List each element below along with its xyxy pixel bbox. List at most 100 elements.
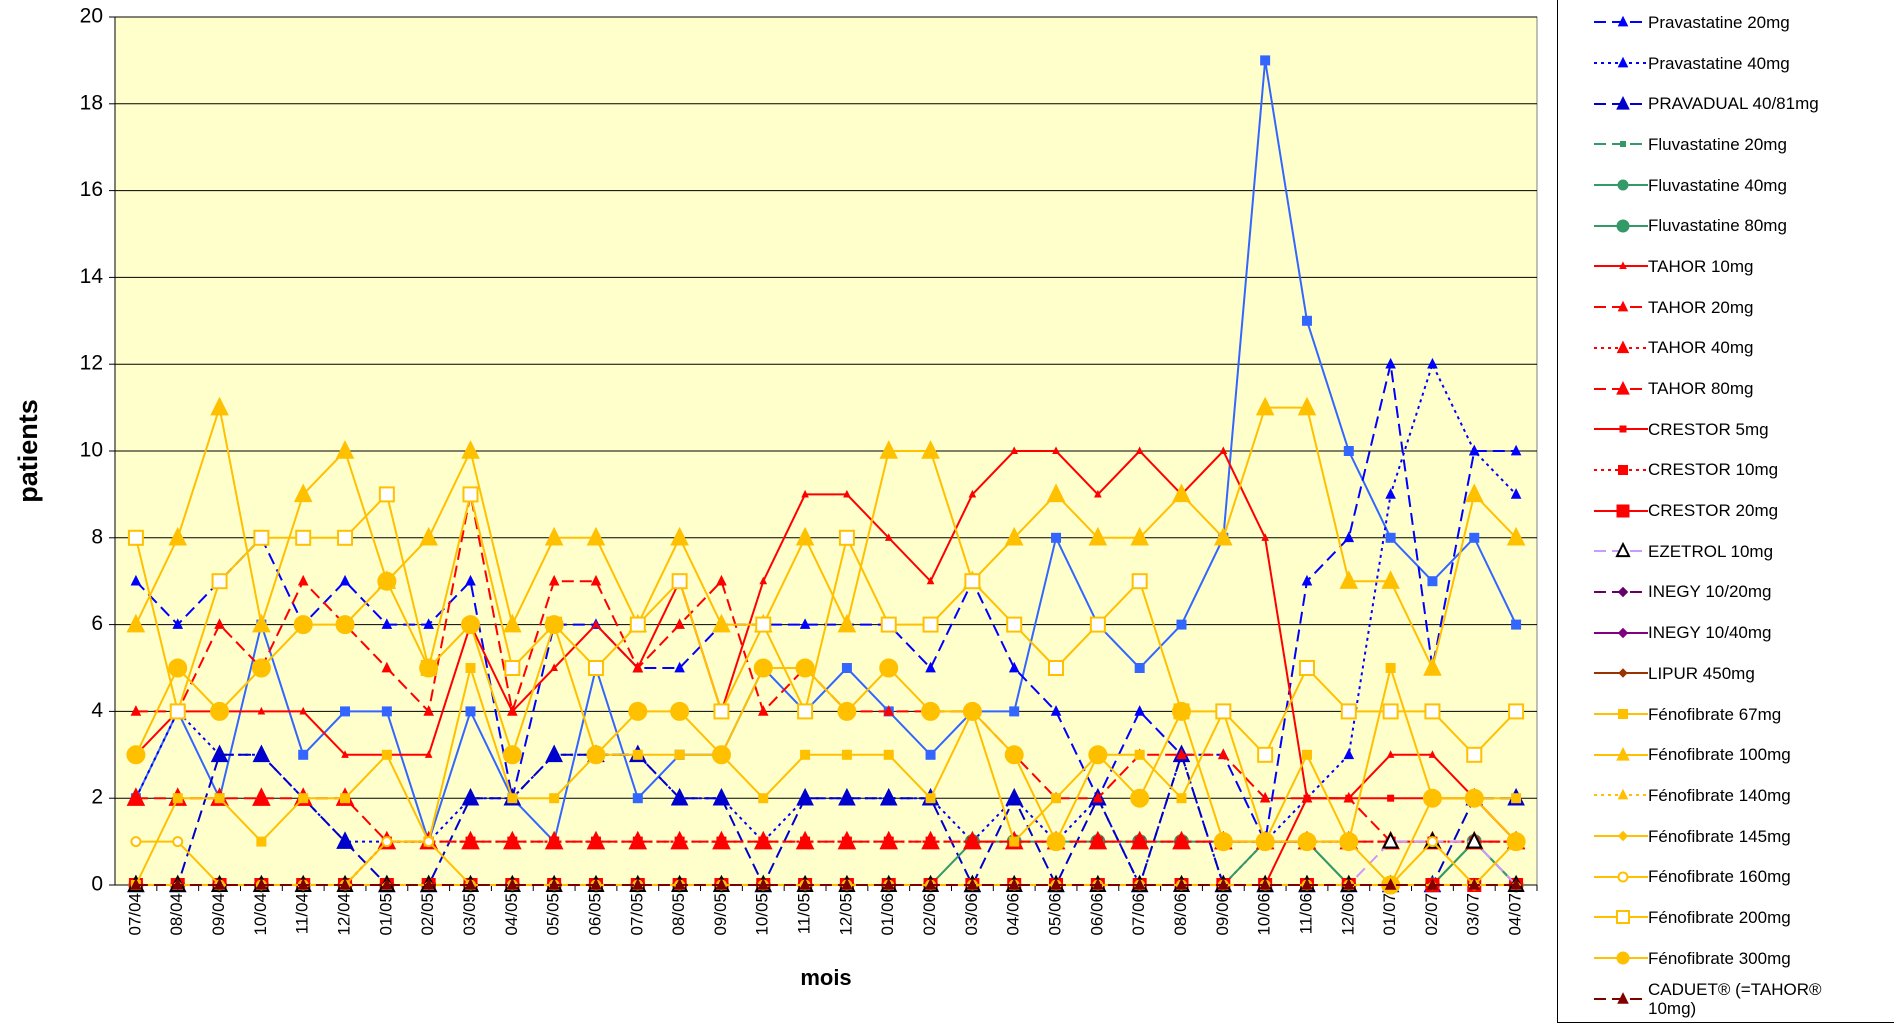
marker bbox=[1092, 836, 1103, 847]
marker bbox=[1215, 703, 1232, 720]
marker bbox=[841, 878, 853, 890]
marker bbox=[1005, 787, 1024, 806]
marker bbox=[251, 658, 271, 678]
marker bbox=[1301, 315, 1312, 326]
y-tick-label: 4 bbox=[91, 699, 103, 722]
marker bbox=[631, 878, 644, 890]
marker bbox=[1176, 619, 1187, 630]
legend-label: TAHOR 20mg bbox=[1648, 297, 1754, 317]
x-tick-label: 04/06 bbox=[1004, 893, 1023, 936]
marker bbox=[1620, 141, 1626, 148]
marker bbox=[1301, 749, 1312, 760]
marker bbox=[1303, 794, 1311, 802]
marker bbox=[295, 529, 312, 546]
x-tick-label: 01/07 bbox=[1380, 893, 1399, 936]
marker bbox=[337, 529, 354, 546]
marker bbox=[255, 878, 268, 890]
x-tick-label: 12/04 bbox=[335, 893, 354, 936]
marker bbox=[130, 878, 142, 890]
y-tick-label: 12 bbox=[80, 352, 103, 375]
marker bbox=[758, 836, 769, 847]
marker bbox=[1135, 446, 1144, 455]
series-line bbox=[135, 579, 1517, 887]
marker bbox=[422, 878, 435, 890]
marker bbox=[257, 706, 266, 715]
marker bbox=[1464, 788, 1484, 808]
marker bbox=[336, 831, 354, 849]
legend-entry: Pravastatine 20mg bbox=[1558, 2, 1894, 43]
marker bbox=[1213, 832, 1233, 852]
marker bbox=[671, 573, 688, 590]
marker bbox=[1382, 703, 1399, 720]
legend-entry: Fluvastatine 40mg bbox=[1558, 165, 1894, 206]
legend-symbol bbox=[1594, 16, 1648, 27]
marker bbox=[340, 706, 351, 717]
marker bbox=[1131, 573, 1148, 590]
marker bbox=[1616, 95, 1630, 110]
legend-symbol bbox=[1594, 789, 1648, 800]
marker bbox=[1133, 878, 1146, 890]
marker bbox=[503, 613, 522, 633]
legend-entry: EZETROL 10mg bbox=[1558, 531, 1894, 572]
x-tick-label: 01/06 bbox=[878, 893, 897, 936]
marker bbox=[1617, 300, 1629, 312]
marker bbox=[883, 749, 894, 760]
marker bbox=[1092, 791, 1104, 803]
marker bbox=[210, 744, 229, 763]
marker bbox=[507, 705, 518, 716]
legend-label: CADUET® (=TAHOR® 10mg) bbox=[1648, 979, 1822, 1018]
marker bbox=[1339, 570, 1359, 589]
marker bbox=[797, 703, 814, 720]
marker bbox=[1387, 794, 1395, 802]
marker bbox=[1468, 878, 1481, 890]
marker bbox=[841, 663, 852, 673]
marker bbox=[1130, 788, 1150, 808]
legend-label: Fénofibrate 67mg bbox=[1648, 704, 1782, 724]
legend-symbol bbox=[1594, 910, 1648, 925]
x-tick-label: 03/07 bbox=[1464, 893, 1483, 936]
x-tick-label: 07/05 bbox=[627, 893, 646, 936]
legend-symbol bbox=[1594, 95, 1648, 110]
marker bbox=[1616, 910, 1630, 925]
marker bbox=[423, 618, 434, 629]
marker bbox=[1261, 533, 1269, 541]
legend-label: INEGY 10/40mg bbox=[1648, 623, 1772, 643]
legend-symbol bbox=[1594, 380, 1648, 395]
legend-entry: Fénofibrate 300mg bbox=[1558, 938, 1894, 979]
marker bbox=[1340, 703, 1357, 720]
marker bbox=[1176, 836, 1187, 847]
marker bbox=[172, 618, 184, 629]
marker bbox=[674, 661, 685, 673]
marker bbox=[841, 836, 852, 847]
marker bbox=[1172, 701, 1191, 721]
marker bbox=[795, 526, 815, 546]
marker bbox=[967, 836, 978, 847]
x-tick-label: 11/04 bbox=[293, 893, 312, 934]
marker bbox=[799, 618, 811, 629]
x-tick-label: 03/06 bbox=[962, 893, 981, 936]
y-tick-label: 8 bbox=[91, 525, 103, 548]
series-line bbox=[135, 449, 1517, 843]
marker bbox=[753, 658, 773, 678]
marker bbox=[632, 749, 643, 760]
legend-label: INEGY 10/20mg bbox=[1648, 582, 1772, 602]
marker bbox=[884, 533, 893, 541]
marker bbox=[755, 616, 772, 633]
marker bbox=[171, 878, 184, 890]
x-axis-title: mois bbox=[800, 965, 851, 990]
legend-entry: CRESTOR 20mg bbox=[1558, 490, 1894, 531]
marker bbox=[1219, 446, 1228, 455]
marker bbox=[172, 836, 184, 848]
legend-entry: TAHOR 10mg bbox=[1558, 246, 1894, 287]
legend-entry: TAHOR 80mg bbox=[1558, 368, 1894, 409]
marker bbox=[341, 750, 349, 758]
marker bbox=[1617, 179, 1629, 191]
marker bbox=[127, 529, 144, 546]
marker bbox=[1382, 831, 1400, 849]
marker bbox=[130, 705, 142, 716]
marker bbox=[423, 705, 434, 716]
marker bbox=[925, 749, 936, 760]
marker bbox=[795, 658, 815, 678]
marker bbox=[1297, 832, 1317, 852]
marker bbox=[130, 836, 142, 848]
